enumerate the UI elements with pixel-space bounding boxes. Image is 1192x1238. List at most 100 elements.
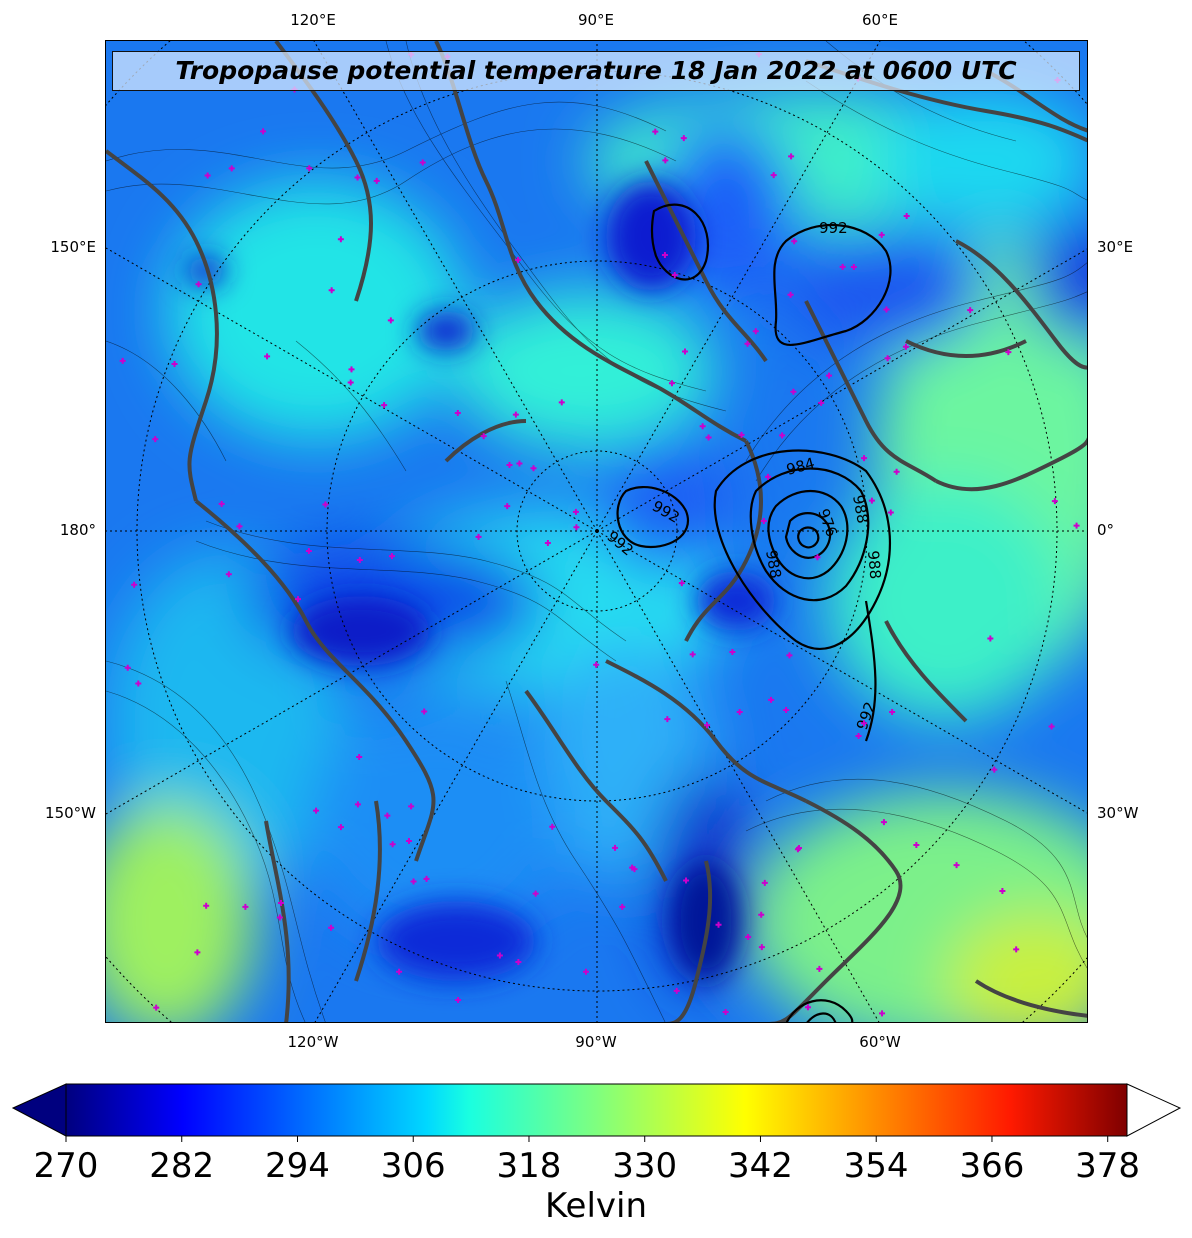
plus-marker-icon bbox=[348, 366, 355, 373]
plus-marker-icon bbox=[791, 238, 798, 245]
plus-marker-icon bbox=[736, 709, 743, 716]
contour-label: 988 bbox=[849, 494, 872, 525]
plus-marker-icon bbox=[593, 661, 600, 668]
plus-marker-icon bbox=[236, 523, 243, 530]
plus-marker-icon bbox=[306, 165, 313, 172]
lon-label-top: 120°E bbox=[290, 11, 336, 29]
plus-marker-icon bbox=[878, 231, 885, 238]
plus-marker-icon bbox=[354, 801, 361, 808]
colorbar-tick-label: 294 bbox=[265, 1146, 330, 1186]
colorbar-gradient bbox=[65, 1083, 1128, 1137]
plus-marker-icon bbox=[423, 875, 430, 882]
plus-marker-icon bbox=[549, 823, 556, 830]
plus-marker-icon bbox=[408, 803, 415, 810]
contour-label: 988 bbox=[762, 549, 785, 580]
plus-marker-icon bbox=[768, 696, 775, 703]
plus-marker-icon bbox=[558, 399, 565, 406]
plus-marker-icon bbox=[264, 353, 271, 360]
colorbar-tick-label: 318 bbox=[496, 1146, 562, 1186]
plus-marker-icon bbox=[295, 596, 302, 603]
plus-marker-icon bbox=[680, 135, 687, 142]
plus-marker-icon bbox=[195, 281, 202, 288]
plus-marker-icon bbox=[991, 766, 998, 773]
plus-marker-icon bbox=[612, 844, 619, 851]
lon-label-right: 30°W bbox=[1097, 804, 1139, 822]
plus-marker-icon bbox=[668, 380, 675, 387]
plus-marker-icon bbox=[1073, 522, 1080, 529]
colorbar-label: Kelvin bbox=[544, 1186, 648, 1226]
plus-marker-icon bbox=[455, 996, 462, 1003]
plus-marker-icon bbox=[699, 423, 706, 430]
plus-marker-icon bbox=[678, 580, 685, 587]
plus-marker-icon bbox=[783, 706, 790, 713]
plus-marker-icon bbox=[131, 581, 138, 588]
plus-marker-icon bbox=[779, 432, 786, 439]
plus-marker-icon bbox=[818, 399, 825, 406]
plus-marker-icon bbox=[260, 128, 267, 135]
plus-marker-icon bbox=[661, 251, 668, 258]
plus-marker-icon bbox=[760, 518, 767, 525]
plus-marker-icon bbox=[356, 753, 363, 760]
plus-marker-icon bbox=[868, 497, 875, 504]
colorbar-tick-label: 306 bbox=[380, 1146, 446, 1186]
lon-label-bottom: 60°W bbox=[859, 1033, 901, 1051]
lon-label-bottom: 120°W bbox=[287, 1033, 339, 1051]
plus-marker-icon bbox=[729, 648, 736, 655]
plus-marker-icon bbox=[204, 172, 211, 179]
colorbar-extend-max bbox=[1126, 1083, 1182, 1137]
plus-marker-icon bbox=[328, 924, 335, 931]
plus-marker-icon bbox=[619, 903, 626, 910]
lon-label-right: 30°E bbox=[1097, 238, 1134, 256]
plus-marker-icon bbox=[381, 402, 388, 409]
plus-marker-icon bbox=[218, 500, 225, 507]
plus-marker-icon bbox=[704, 722, 711, 729]
plus-marker-icon bbox=[744, 340, 751, 347]
plus-marker-icon bbox=[855, 732, 862, 739]
plus-marker-icon bbox=[313, 807, 320, 814]
plus-marker-icon bbox=[631, 866, 638, 873]
plus-marker-icon bbox=[953, 862, 960, 869]
plus-marker-icon bbox=[384, 812, 391, 819]
plus-marker-icon bbox=[242, 903, 249, 910]
map-canvas: 992 992 992 984 988 976 988 988 992 bbox=[106, 41, 1087, 1022]
colorbar-tick-label: 330 bbox=[612, 1146, 678, 1186]
plus-marker-icon bbox=[903, 213, 910, 220]
map-panel: 992 992 992 984 988 976 988 988 992 Trop… bbox=[105, 40, 1088, 1023]
plus-marker-icon bbox=[913, 842, 920, 849]
plus-marker-icon bbox=[861, 455, 868, 462]
plus-marker-icon bbox=[152, 436, 159, 443]
plus-marker-icon bbox=[879, 1010, 886, 1017]
plus-marker-icon bbox=[887, 509, 894, 516]
plus-marker-icon bbox=[662, 157, 669, 164]
plus-marker-icon bbox=[530, 465, 537, 472]
plus-marker-icon bbox=[722, 1009, 729, 1016]
plus-marker-icon bbox=[475, 533, 482, 540]
plus-marker-icon bbox=[421, 708, 428, 715]
plus-marker-icon bbox=[396, 968, 403, 975]
plus-marker-icon bbox=[745, 933, 752, 940]
plus-marker-icon bbox=[860, 720, 867, 727]
plus-marker-icon bbox=[1051, 498, 1058, 505]
plus-marker-icon bbox=[171, 360, 178, 367]
plus-marker-icon bbox=[512, 411, 519, 418]
plus-marker-icon bbox=[347, 379, 354, 386]
plus-marker-icon bbox=[705, 434, 712, 441]
plus-marker-icon bbox=[893, 468, 900, 475]
plus-marker-icon bbox=[758, 911, 765, 918]
plus-marker-icon bbox=[203, 902, 210, 909]
lon-label-bottom: 90°W bbox=[575, 1033, 617, 1051]
plus-marker-icon bbox=[276, 914, 283, 921]
plus-marker-icon bbox=[322, 501, 329, 508]
plus-marker-icon bbox=[765, 473, 772, 480]
plus-marker-icon bbox=[999, 888, 1006, 895]
cold-cores bbox=[186, 181, 776, 981]
plus-marker-icon bbox=[1013, 946, 1020, 953]
plus-marker-icon bbox=[987, 635, 994, 642]
colorbar-tick-label: 366 bbox=[959, 1146, 1025, 1186]
plus-marker-icon bbox=[356, 557, 363, 564]
plus-marker-icon bbox=[532, 890, 539, 897]
plus-marker-icon bbox=[277, 900, 284, 907]
colorbar-extend-min bbox=[11, 1083, 67, 1137]
plus-marker-icon bbox=[572, 508, 579, 515]
plus-marker-icon bbox=[480, 433, 487, 440]
